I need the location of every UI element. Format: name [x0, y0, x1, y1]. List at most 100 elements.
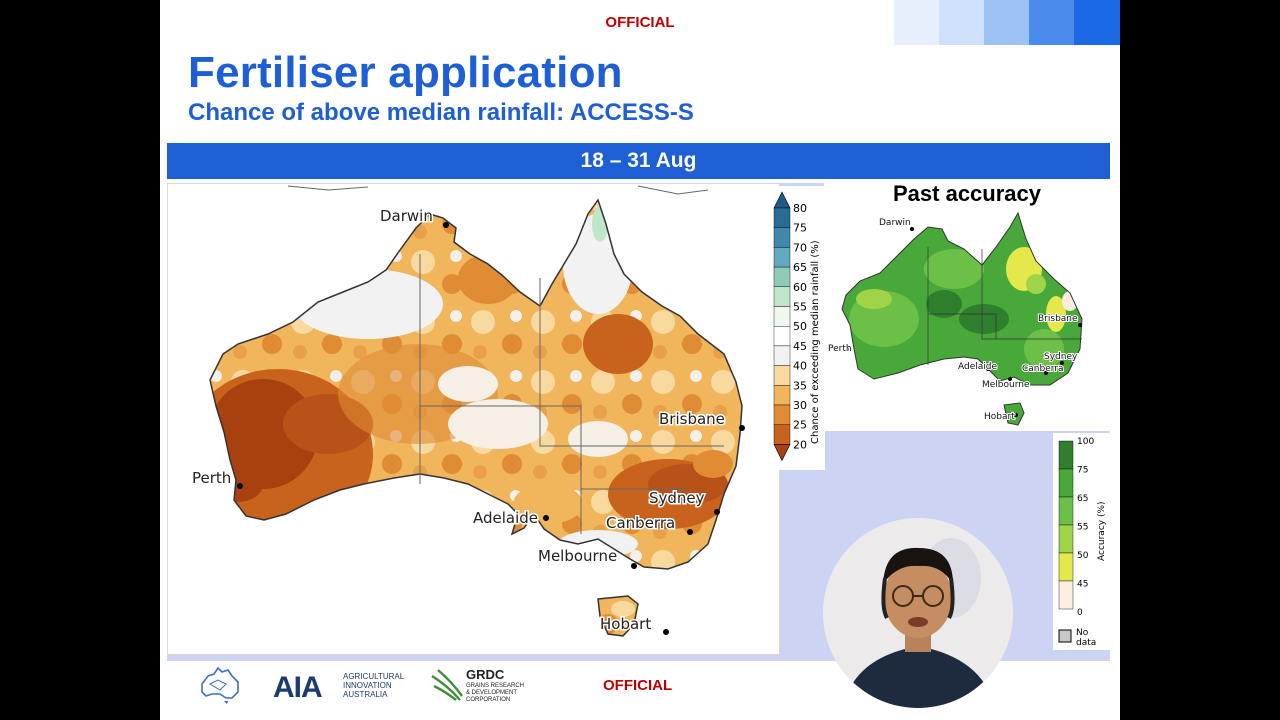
colorbar-tick-label: 35 — [793, 379, 807, 392]
city-label-darwin: Darwin — [380, 207, 433, 225]
accuracy-legend-label: Accuracy (%) — [1097, 501, 1107, 561]
colorbar-min-arrow — [773, 444, 791, 462]
colorbar-swatch — [773, 345, 791, 366]
grdc-text-line3: CORPORATION — [466, 697, 510, 703]
acc-city-label-adelaide: Adelaide — [958, 362, 997, 372]
header-strip-1 — [894, 0, 939, 45]
colorbar-tick-label: 70 — [793, 241, 807, 254]
classification-bottom: OFFICIAL — [603, 677, 673, 694]
accuracy-legend-swatches — [1058, 440, 1074, 610]
accuracy-map-svg: Darwin Perth Adelaide Melbourne Brisbane… — [827, 211, 1083, 426]
colorbar-swatch — [773, 385, 791, 406]
colorbar-swatch — [773, 306, 791, 327]
accuracy-tick-label: 45 — [1077, 580, 1088, 590]
accuracy-map: Darwin Perth Adelaide Melbourne Brisbane… — [824, 209, 1110, 431]
colorbar-tick-label: 50 — [793, 320, 807, 333]
colorbar-swatch — [773, 424, 791, 445]
tasmania-coastline — [597, 595, 639, 637]
city-label-melbourne: Melbourne — [538, 547, 617, 565]
colorbar-swatch — [773, 247, 791, 268]
grdc-logo-svg: GRDC GRAINS RESEARCH & DEVELOPMENT CORPO… — [431, 667, 524, 703]
accuracy-tick-label: 100 — [1077, 437, 1094, 447]
colorbar-tick-label: 60 — [793, 281, 807, 294]
state-borders — [419, 254, 724, 534]
header-strip-3 — [984, 0, 1029, 45]
acc-city-label-hobart: Hobart — [984, 412, 1015, 422]
colorbar-swatch — [773, 207, 791, 228]
acc-city-label-brisbane: Brisbane — [1038, 314, 1078, 324]
header-strip-2 — [939, 0, 984, 45]
colorbar-tick-label: 65 — [793, 261, 807, 274]
acc-city-label-canberra: Canberra — [1022, 364, 1064, 374]
mainland-coastline — [209, 198, 743, 570]
aia-text-line2: INNOVATION — [343, 681, 392, 690]
past-accuracy-title: Past accuracy — [893, 181, 1041, 206]
city-label-sydney: Sydney — [649, 489, 705, 507]
footer-divider — [167, 655, 1110, 661]
classification-top: OFFICIAL — [605, 14, 675, 31]
city-label-perth: Perth — [192, 469, 231, 487]
colorbar-swatch — [773, 404, 791, 425]
rainfall-colorbar-svg: 80 75 70 65 60 55 50 45 40 35 30 25 20 Chance of exc… — [773, 191, 821, 462]
accuracy-swatch — [1058, 524, 1074, 554]
colorbar-tick-label: 75 — [793, 222, 807, 235]
slide-title: Fertiliser application — [188, 48, 623, 97]
colorbar-tick-label: 30 — [793, 399, 807, 412]
colorbar-swatch — [773, 227, 791, 248]
accuracy-tick-label: 75 — [1077, 466, 1088, 476]
accuracy-swatch — [1058, 496, 1074, 526]
colorbar-max-arrow — [773, 191, 791, 209]
acc-city-label-melbourne: Melbourne — [982, 380, 1030, 390]
accuracy-legend: 100 75 65 55 50 45 0 Accuracy (%) No data — [1053, 433, 1110, 650]
colorbar-swatch — [773, 325, 791, 347]
grdc-text-line1: GRAINS RESEARCH — [466, 683, 524, 689]
rainfall-colorbar-label: Chance of exceeding median rainfall (%) — [810, 240, 821, 444]
presenter-silhouette — [823, 518, 1013, 708]
accuracy-state-borders — [927, 247, 1082, 365]
colorbar-tick-label: 45 — [793, 340, 807, 353]
rainfall-colorbar-ticks: 80 75 70 65 60 55 50 45 40 35 30 25 20 — [793, 202, 807, 451]
grdc-mark: GRDC — [466, 667, 505, 682]
city-label-hobart: Hobart — [600, 615, 651, 633]
aia-logo-svg: AIA AGRICULTURAL INNOVATION AUSTRALIA — [273, 671, 405, 704]
accuracy-swatch — [1058, 440, 1074, 470]
acc-city-label-perth: Perth — [828, 344, 852, 354]
colorbar-swatch — [773, 365, 791, 386]
colorbar-swatch — [773, 266, 791, 287]
city-label-canberra: Canberra — [606, 514, 675, 532]
city-label-adelaide: Adelaide — [473, 509, 538, 527]
accuracy-tick-label: 0 — [1077, 608, 1083, 618]
no-data-label-line2: data — [1076, 638, 1096, 648]
accuracy-legend-ticks: 100 75 65 55 50 45 0 — [1077, 437, 1094, 618]
past-accuracy-title-bg — [824, 183, 1110, 209]
bom-logo — [198, 664, 242, 706]
accuracy-coastline — [841, 211, 1083, 386]
presenter-webcam — [823, 518, 1013, 708]
accuracy-swatch — [1058, 580, 1074, 610]
accuracy-tick-label: 65 — [1077, 494, 1088, 504]
city-markers — [237, 222, 745, 635]
australia-outline-icon — [201, 666, 239, 704]
png-coastline — [287, 185, 709, 195]
no-data-swatch — [1058, 629, 1072, 643]
colorbar-swatch — [773, 286, 791, 307]
aia-mark: AIA — [273, 671, 322, 702]
colorbar-tick-label: 55 — [793, 301, 807, 314]
slide: OFFICIAL Fertiliser application Chance o… — [160, 0, 1120, 720]
slide-subtitle: Chance of above median rainfall: ACCESS-… — [188, 99, 694, 126]
accuracy-legend-svg: 100 75 65 55 50 45 0 Accuracy (%) No data — [1058, 437, 1107, 648]
header-strip-5 — [1074, 0, 1120, 45]
city-label-brisbane: Brisbane — [659, 410, 725, 428]
colorbar-tick-label: 20 — [793, 438, 807, 451]
header-strip-4 — [1029, 0, 1074, 45]
wheat-icon — [431, 669, 463, 701]
colorbar-tick-label: 80 — [793, 202, 807, 215]
colorbar-tick-label: 25 — [793, 419, 807, 432]
aia-text-line3: AUSTRALIA — [343, 690, 388, 699]
aia-text-line1: AGRICULTURAL — [343, 672, 405, 681]
acc-city-label-sydney: Sydney — [1044, 352, 1078, 362]
no-data-label-line1: No — [1076, 628, 1089, 638]
grdc-text-line2: & DEVELOPMENT — [466, 690, 517, 696]
accuracy-swatch — [1058, 552, 1074, 582]
acc-city-label-darwin: Darwin — [879, 218, 911, 228]
